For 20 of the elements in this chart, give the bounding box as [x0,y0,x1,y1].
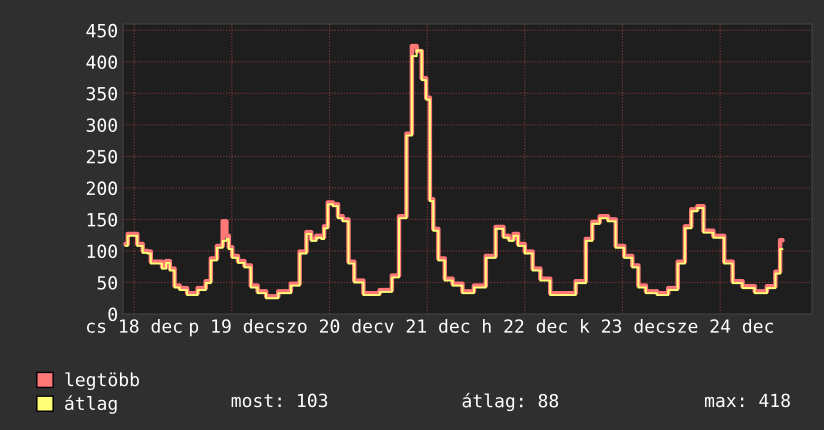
text: átlag: 88 [462,392,558,412]
x-tick-label: szo 20 dec [277,318,382,333]
y-tick-label: 400 [86,55,117,69]
y-tick-label: 200 [86,181,117,196]
x-tick-label: k 23 dec [581,318,664,333]
x-tick-label: h 22 dec [483,318,567,333]
y-tick-label: 300 [86,118,117,132]
y-tick-label: 100 [88,244,117,258]
text: max: 418 [705,394,790,408]
x-tick-label: p 19 dec [190,318,274,336]
y-tick-label: 50 [98,276,117,290]
y-tick-label: 250 [86,150,117,164]
text: most: 103 [232,394,328,408]
x-tick-label: sze 24 dec [668,318,773,333]
legend-label: legtöbb [65,372,139,390]
y-tick-label: 450 [86,24,117,38]
x-tick-label: v 21 dec [384,318,470,333]
y-tick-label: 150 [88,212,117,227]
y-tick-label: 350 [86,86,117,101]
legend-label: átlag [65,395,117,414]
